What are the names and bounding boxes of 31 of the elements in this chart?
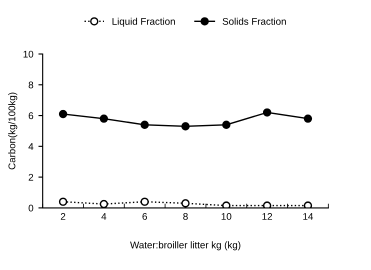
- point: [140, 198, 149, 206]
- x-tick-label: 6: [142, 213, 147, 220]
- point: [100, 200, 108, 208]
- x-tick-label: 8: [183, 213, 188, 220]
- x-tick-label: 10: [222, 213, 232, 220]
- point: [58, 198, 68, 206]
- point: [181, 122, 190, 130]
- y-tick-label: 4: [28, 143, 34, 150]
- point: [222, 201, 230, 208]
- point: [262, 201, 272, 208]
- x-tick-label: 12: [262, 213, 272, 220]
- point: [262, 108, 272, 117]
- point: [181, 199, 190, 208]
- y-tick-label: 2: [28, 174, 34, 181]
- y-tick-label: 8: [28, 82, 34, 88]
- point: [304, 114, 312, 123]
- y-tick-label: 10: [24, 50, 34, 58]
- legend-label: Liquid Fraction: [112, 18, 175, 27]
- x-tick-label: 14: [303, 213, 314, 220]
- point: [140, 120, 149, 129]
- x-tick-label: 4: [101, 213, 106, 220]
- legend-label: Solids Fraction: [222, 18, 286, 25]
- point: [222, 120, 230, 129]
- y-axis-title: Carbon(kg/100kg): [8, 92, 18, 170]
- point: [304, 201, 312, 208]
- point: [100, 114, 108, 123]
- point: [58, 110, 68, 118]
- y-tick-label: 0: [28, 204, 34, 212]
- x-axis-title: Water:broiller litter kg (kg): [130, 241, 240, 250]
- y-tick-label: 6: [28, 112, 34, 120]
- x-tick-label: 2: [60, 213, 66, 220]
